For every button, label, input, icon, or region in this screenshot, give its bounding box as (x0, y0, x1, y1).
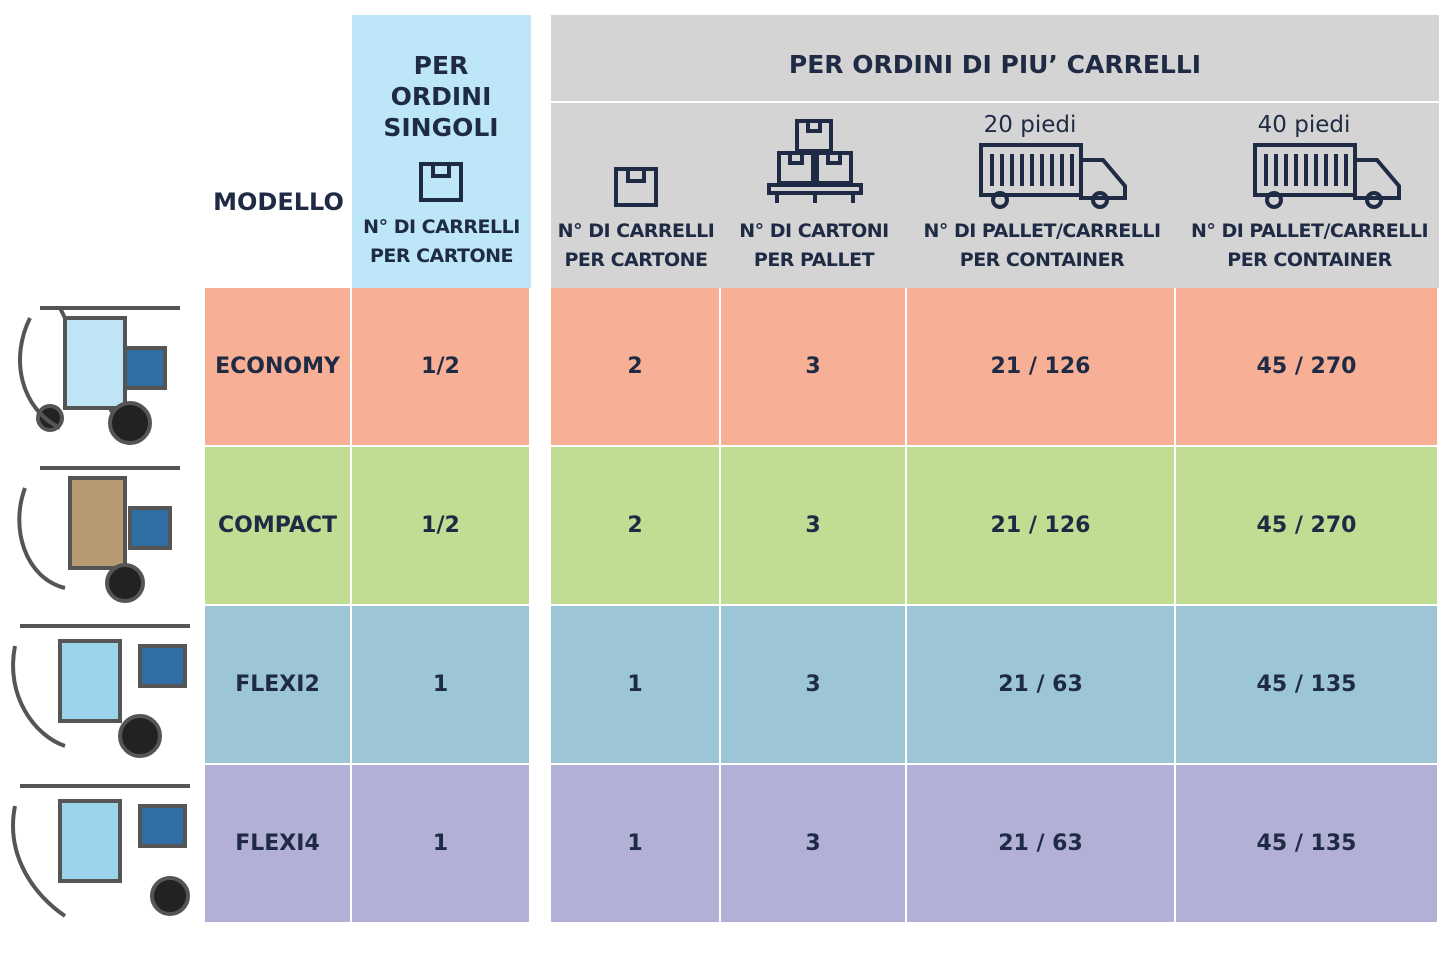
col-label: N° DI CARTONI PER PALLET (721, 216, 907, 276)
value-cell: 3 (721, 606, 907, 765)
model-cell: COMPACT (205, 447, 352, 606)
value-cell: 1 (352, 606, 531, 765)
value-cell: 2 (551, 447, 721, 606)
divider (551, 101, 1439, 103)
col-label: N° DI CARRELLI PER CARTONE (551, 216, 721, 276)
col-label: N° DI PALLET/CARRELLI PER CONTAINER (912, 216, 1172, 276)
box-icon (614, 167, 658, 207)
value-cell: 3 (721, 447, 907, 606)
single-title: PER ORDINI SINGOLI (371, 48, 511, 144)
value-cell: 1 (551, 765, 721, 924)
value-cell: 21 / 63 (907, 606, 1176, 765)
value-cell: 3 (721, 765, 907, 924)
value-cell: 21 / 126 (907, 447, 1176, 606)
pallet-icon (767, 117, 863, 207)
value-cell: 1 (551, 606, 721, 765)
box-icon (419, 162, 463, 202)
value-cell: 3 (721, 288, 907, 447)
value-cell: 21 / 63 (907, 765, 1176, 924)
value-cell: 1/2 (352, 447, 531, 606)
value-cell: 45 / 135 (1176, 606, 1439, 765)
cart-images (0, 288, 205, 948)
model-cell: FLEXI4 (205, 765, 352, 924)
single-label: N° DI CARRELLI PER CARTONE (360, 212, 523, 272)
value-cell: 45 / 135 (1176, 765, 1439, 924)
value-cell: 1 (352, 765, 531, 924)
truck-icon (978, 142, 1130, 210)
model-cell: FLEXI2 (205, 606, 352, 765)
truck-icon (1252, 142, 1404, 210)
col-caption: 20 piedi (960, 108, 1100, 142)
col-label: N° DI PALLET/CARRELLI PER CONTAINER (1180, 216, 1439, 276)
page: MODELLO PER ORDINI SINGOLI N° DI CARRELL… (0, 0, 1439, 955)
value-cell: 45 / 270 (1176, 447, 1439, 606)
col-caption: 40 piedi (1234, 108, 1374, 142)
value-cell: 21 / 126 (907, 288, 1176, 447)
value-cell: 45 / 270 (1176, 288, 1439, 447)
value-cell: 2 (551, 288, 721, 447)
value-cell: 1/2 (352, 288, 531, 447)
model-cell: ECONOMY (205, 288, 352, 447)
model-header: MODELLO (205, 170, 352, 234)
multi-title: PER ORDINI DI PIU’ CARRELLI (551, 40, 1439, 88)
